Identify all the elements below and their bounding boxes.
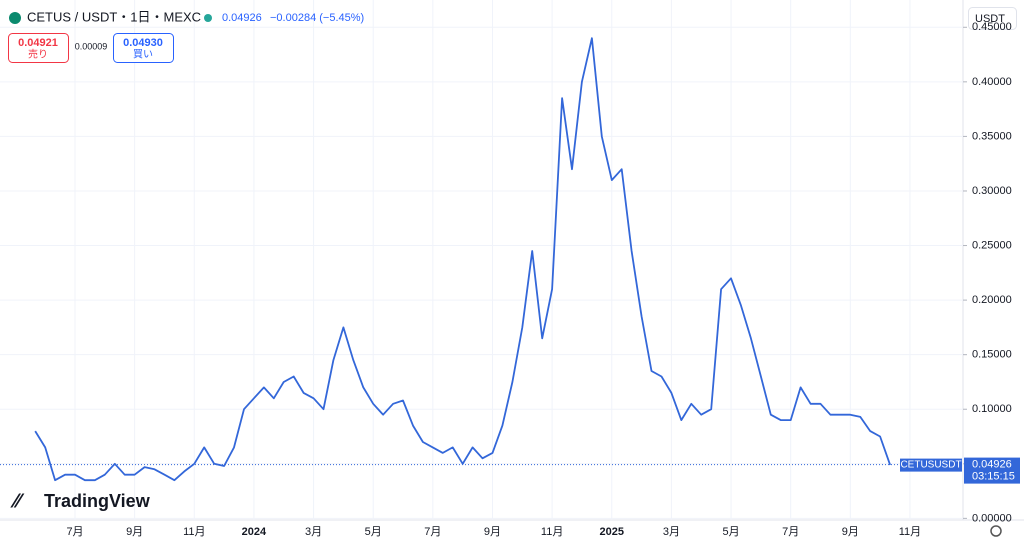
buy-button[interactable] xyxy=(113,33,174,63)
y-tick-label: 0.10000 xyxy=(972,403,1012,415)
symbol-label-box xyxy=(900,458,962,472)
x-tick-label: 11月 xyxy=(183,526,205,538)
price: 0.04926 xyxy=(222,12,262,24)
sell-label: 売り xyxy=(28,48,48,61)
x-tick-label: 7月 xyxy=(66,526,83,538)
sell-button[interactable] xyxy=(8,33,69,63)
price-change: −0.00284 (−5.45%) xyxy=(270,12,364,24)
x-tick-label: 5月 xyxy=(365,526,382,538)
x-tick-label: 3月 xyxy=(663,526,680,538)
marks xyxy=(0,37,963,482)
x-tick-label: 9月 xyxy=(842,526,859,538)
x-tick-label: 5月 xyxy=(722,526,739,538)
buy-price: 0.04930 xyxy=(123,37,163,49)
sell-price: 0.04921 xyxy=(18,37,58,49)
grid xyxy=(0,0,963,520)
symbol-label: CETUSUSDT xyxy=(900,460,961,471)
y-tick-label: 0.45000 xyxy=(972,21,1012,33)
x-tick-label: 3月 xyxy=(305,526,322,538)
symbol-icon xyxy=(9,12,21,24)
settings-icon[interactable] xyxy=(990,525,1002,537)
y-tick-label: 0.00000 xyxy=(972,512,1012,524)
last-price-box xyxy=(964,457,1020,484)
y-tick-label: 0.25000 xyxy=(972,239,1012,251)
y-tick-label: 0.30000 xyxy=(972,185,1012,197)
spread: 0.00009 xyxy=(75,41,108,51)
buy-label: 買い xyxy=(133,49,153,61)
x-tick-label: 9月 xyxy=(484,526,501,538)
x-tick-label: 11月 xyxy=(899,526,921,538)
y-tick-label: 0.35000 xyxy=(972,130,1012,142)
x-tick-label: 11月 xyxy=(541,526,563,538)
status-dot xyxy=(204,14,212,22)
x-tick-label: 9月 xyxy=(126,526,143,538)
currency-button[interactable] xyxy=(968,7,1017,30)
x-tick-label: 7月 xyxy=(782,526,799,538)
y-tick-label: 0.20000 xyxy=(972,294,1012,306)
x-tick-label: 7月 xyxy=(424,526,441,538)
x-tick-label: 2024 xyxy=(242,526,267,538)
last-price-label: 0.04926 xyxy=(972,459,1012,471)
logo: TradingView xyxy=(44,491,151,511)
price-line xyxy=(34,37,891,482)
x-tick-label: 2025 xyxy=(600,526,624,538)
currency: USDT xyxy=(975,13,1005,25)
y-tick-label: 0.40000 xyxy=(972,76,1012,88)
symbol-title: CETUS / USDT・1日・MEXC xyxy=(27,9,201,24)
y-tick-label: 0.15000 xyxy=(972,349,1012,361)
countdown: 03:15:15 xyxy=(972,471,1015,483)
